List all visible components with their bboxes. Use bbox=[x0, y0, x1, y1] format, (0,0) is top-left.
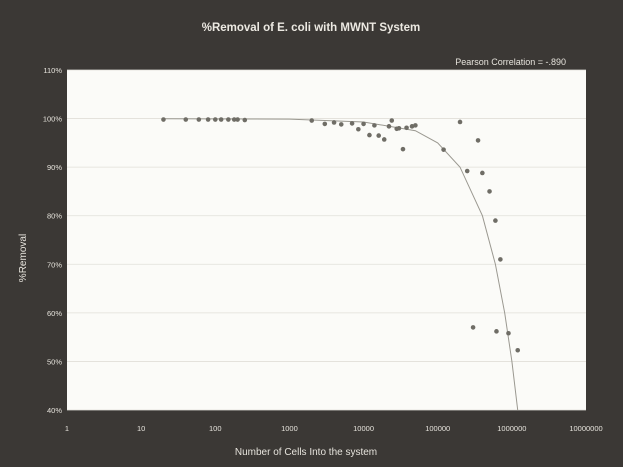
y-tick-label: 50% bbox=[47, 357, 62, 366]
data-point bbox=[493, 218, 498, 223]
trend-line bbox=[163, 118, 519, 411]
data-point bbox=[494, 329, 499, 334]
x-tick-label: 100 bbox=[209, 424, 222, 433]
x-tick-labels: 1 10 100 1000 10000 100000 1000000 10000000 bbox=[65, 424, 603, 433]
pearson-annotation: Pearson Correlation = -.890 bbox=[455, 57, 566, 67]
data-point bbox=[235, 117, 240, 122]
x-tick-label: 10000 bbox=[353, 424, 374, 433]
data-point bbox=[515, 347, 521, 353]
x-tick-label: 100000 bbox=[425, 424, 450, 433]
x-tick-label: 1 bbox=[65, 424, 69, 433]
y-tick-label: 100% bbox=[43, 115, 63, 124]
x-tick-label: 10 bbox=[137, 424, 145, 433]
data-point bbox=[331, 120, 337, 125]
data-point bbox=[205, 117, 211, 122]
y-tick-label: 40% bbox=[47, 406, 62, 415]
data-point bbox=[338, 122, 344, 127]
data-point bbox=[381, 137, 387, 142]
y-tick-labels: 40% 50% 60% 70% 80% 90% 100% 110% bbox=[43, 66, 63, 415]
data-point bbox=[480, 170, 485, 176]
data-point bbox=[506, 330, 511, 336]
data-point bbox=[498, 257, 503, 262]
data-point bbox=[475, 138, 481, 143]
data-point bbox=[212, 117, 218, 122]
data-point bbox=[196, 117, 202, 122]
data-point bbox=[242, 117, 248, 123]
data-point bbox=[349, 121, 355, 126]
data-point bbox=[183, 117, 189, 122]
data-point bbox=[396, 125, 402, 131]
data-point bbox=[367, 132, 372, 138]
x-tick-label: 10000000 bbox=[569, 424, 602, 433]
gridlines bbox=[67, 69, 586, 411]
chart-title: %Removal of E. coli with MWNT System bbox=[202, 22, 421, 34]
data-point bbox=[322, 121, 328, 127]
data-point bbox=[376, 133, 382, 138]
data-point bbox=[441, 147, 446, 152]
data-point bbox=[361, 121, 366, 127]
data-point bbox=[400, 146, 406, 152]
data-point bbox=[457, 119, 463, 125]
data-point bbox=[413, 123, 418, 128]
y-tick-label: 90% bbox=[47, 163, 62, 172]
data-point bbox=[470, 325, 476, 330]
data-point bbox=[161, 117, 166, 122]
data-point bbox=[389, 118, 395, 123]
y-tick-label: 70% bbox=[47, 260, 62, 269]
data-point bbox=[231, 117, 237, 122]
plot-area bbox=[67, 70, 586, 410]
y-tick-label: 80% bbox=[47, 212, 62, 221]
data-point bbox=[309, 118, 315, 123]
data-point bbox=[404, 125, 409, 131]
data-point bbox=[356, 126, 361, 132]
data-point bbox=[386, 124, 392, 129]
data-point bbox=[226, 117, 231, 122]
x-axis-label: Number of Cells Into the system bbox=[235, 447, 377, 458]
y-tick-label: 60% bbox=[47, 309, 62, 318]
data-point bbox=[487, 189, 492, 194]
data-points bbox=[161, 117, 521, 353]
data-point bbox=[464, 168, 470, 174]
y-tick-label: 110% bbox=[43, 66, 62, 75]
data-point bbox=[372, 123, 377, 128]
data-point bbox=[218, 117, 224, 122]
x-tick-label: 1000 bbox=[281, 424, 298, 433]
x-tick-label: 1000000 bbox=[497, 424, 526, 433]
y-axis-label: %Removal bbox=[18, 234, 29, 282]
